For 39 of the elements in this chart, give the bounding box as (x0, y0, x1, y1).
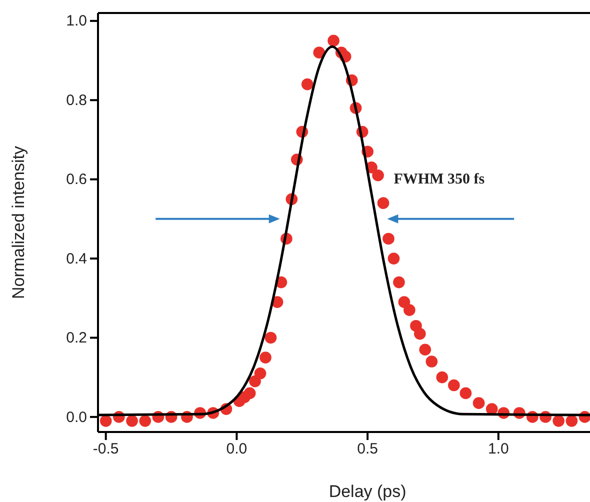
point (377, 197, 390, 209)
annotation: FWHM 350 fs (394, 171, 485, 188)
point (139, 415, 152, 427)
x-tick-label: -0.5 (92, 440, 119, 458)
point (388, 252, 400, 264)
point (472, 397, 485, 409)
y-tick-label: 0.0 (66, 408, 87, 426)
point (414, 328, 426, 340)
point (552, 415, 565, 427)
x-tick-label: 1.0 (488, 440, 509, 458)
point (404, 304, 416, 316)
point (566, 415, 578, 427)
point (382, 232, 394, 245)
point (260, 352, 272, 364)
point (264, 332, 277, 344)
y-tick-label: 0.4 (66, 250, 87, 268)
point (249, 375, 261, 388)
point (448, 379, 460, 392)
point (100, 415, 112, 427)
y-tick-label: 0.8 (66, 92, 87, 109)
point (126, 415, 138, 427)
point (426, 356, 438, 368)
x-tick-label: 0.0 (226, 440, 248, 458)
x-axis-title: Delay (ps) (328, 482, 406, 501)
point (372, 169, 384, 182)
point (328, 34, 340, 47)
y-tick-label: 0.6 (66, 171, 87, 188)
point (393, 276, 405, 288)
x-tick-label: 0.5 (357, 440, 378, 458)
point (244, 387, 256, 400)
point (313, 46, 326, 59)
point (419, 344, 432, 356)
y-axis-title: Normalized intensity (9, 145, 28, 300)
point (460, 387, 472, 400)
point (436, 371, 448, 384)
point (254, 367, 266, 380)
y-tick-label: 0.2 (66, 330, 87, 347)
y-tick-label: 1.0 (66, 12, 87, 30)
point (301, 78, 314, 90)
